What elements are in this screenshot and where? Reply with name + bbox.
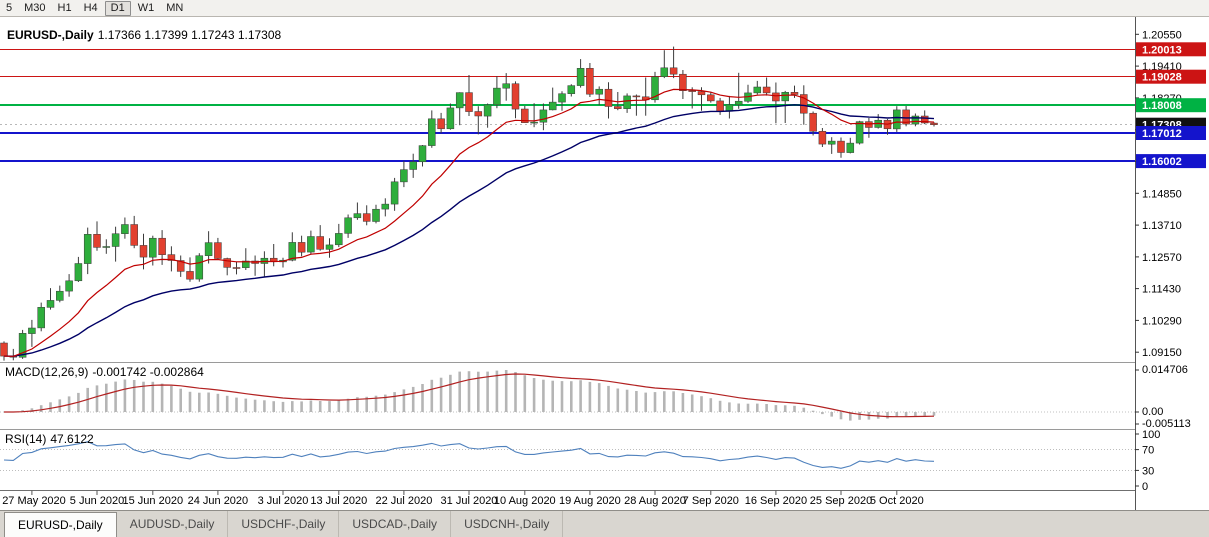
svg-text:1.20013: 1.20013 xyxy=(1142,44,1182,56)
timeframe-button-5[interactable]: 5 xyxy=(6,1,13,14)
tab-usdcnhdaily[interactable]: USDCNH-,Daily xyxy=(451,511,564,537)
date-label: 19 Aug 2020 xyxy=(559,495,621,507)
svg-text:1.18008: 1.18008 xyxy=(1142,100,1182,112)
svg-text:1.16002: 1.16002 xyxy=(1142,156,1182,168)
ma-fast-line xyxy=(3,88,935,357)
rsi-axis-label: 30 xyxy=(1142,465,1154,477)
rsi-axis-label: 0 xyxy=(1142,481,1148,493)
price-tick-label: 1.13710 xyxy=(1142,220,1182,232)
date-label: 31 Jul 2020 xyxy=(441,495,498,507)
price-tick-label: 1.09150 xyxy=(1142,347,1182,359)
timeframe-button-H1[interactable]: H1 xyxy=(57,1,72,14)
macd-signal-line xyxy=(4,373,935,418)
price-badge-1.16002: 1.16002 xyxy=(1136,154,1206,169)
price-tick-label: 1.11430 xyxy=(1142,284,1181,296)
timeframe-toolbar: 5 M30 H1 H4 D1 W1 MN xyxy=(0,0,1209,17)
candlesticks xyxy=(0,46,938,361)
macd-panel xyxy=(0,370,1135,421)
price-badge-1.19028: 1.19028 xyxy=(1136,69,1206,84)
rsi-line xyxy=(3,441,935,469)
rsi-axis-label: 100 xyxy=(1142,429,1160,441)
svg-text:1.17012: 1.17012 xyxy=(1142,128,1182,140)
timeframe-button-H4[interactable]: H4 xyxy=(83,1,98,14)
date-label: 5 Oct 2020 xyxy=(870,495,924,507)
tab-usdcaddaily[interactable]: USDCAD-,Daily xyxy=(339,511,452,537)
rsi-panel xyxy=(0,441,1135,471)
timeframe-button-D1[interactable]: D1 xyxy=(104,0,131,16)
price-badge-1.18008: 1.18008 xyxy=(1136,98,1206,113)
timeframe-button-MN[interactable]: MN xyxy=(166,1,184,14)
date-label: 15 Jun 2020 xyxy=(123,495,184,507)
price-chart-canvas[interactable]: 1.205501.194101.182701.171301.159901.148… xyxy=(0,17,1209,510)
date-label: 13 Jul 2020 xyxy=(310,495,367,507)
tab-eurusddaily[interactable]: EURUSD-,Daily xyxy=(4,512,117,537)
ma-slow-line xyxy=(3,104,935,357)
date-label: 28 Aug 2020 xyxy=(624,495,686,507)
date-label: 22 Jul 2020 xyxy=(375,495,432,507)
date-label: 16 Sep 2020 xyxy=(745,495,807,507)
macd-axis-label: -0.005113 xyxy=(1142,418,1191,430)
symbol-tabs: EURUSD-,Daily AUDUSD-,Daily USDCHF-,Daily U… xyxy=(0,510,1209,537)
price-badge-1.20013: 1.20013 xyxy=(1136,42,1206,57)
svg-text:1.19028: 1.19028 xyxy=(1142,72,1182,84)
price-badge-1.17012: 1.17012 xyxy=(1136,126,1206,140)
macd-axis-label: 0.00 xyxy=(1142,406,1163,418)
price-axis[interactable]: 1.205501.194101.182701.171301.159901.148… xyxy=(1135,17,1209,510)
date-label: 27 May 2020 xyxy=(2,495,66,507)
timeframe-button-M30[interactable]: M30 xyxy=(24,1,46,14)
price-tick-label: 1.14850 xyxy=(1142,188,1182,200)
price-tick-label: 1.12570 xyxy=(1142,252,1182,264)
chart-area[interactable]: 1.205501.194101.182701.171301.159901.148… xyxy=(0,17,1209,510)
price-tick-label: 1.20550 xyxy=(1142,29,1182,41)
date-label: 25 Sep 2020 xyxy=(810,495,872,507)
tab-audusddaily[interactable]: AUDUSD-,Daily xyxy=(117,511,229,537)
date-label: 5 Jun 2020 xyxy=(70,495,124,507)
date-label: 7 Sep 2020 xyxy=(683,495,739,507)
rsi-axis-label: 70 xyxy=(1142,445,1154,457)
tab-usdchfdaily[interactable]: USDCHF-,Daily xyxy=(228,511,340,537)
price-tick-label: 1.10290 xyxy=(1142,315,1182,327)
timeframe-button-W1[interactable]: W1 xyxy=(137,1,155,14)
date-label: 24 Jun 2020 xyxy=(188,495,249,507)
macd-axis-label: 0.014706 xyxy=(1142,364,1188,376)
main-price-panel xyxy=(0,46,1135,361)
date-label: 10 Aug 2020 xyxy=(494,495,556,507)
date-label: 3 Jul 2020 xyxy=(258,495,309,507)
